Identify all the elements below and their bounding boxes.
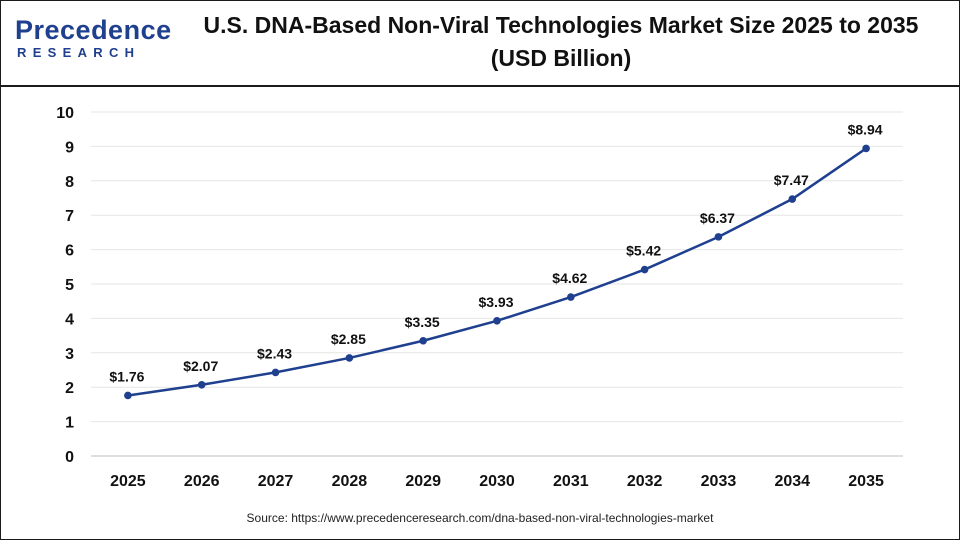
x-tick-label: 2033 (701, 473, 737, 490)
x-tick-label: 2032 (627, 473, 663, 490)
data-point (493, 317, 501, 325)
data-label: $2.43 (257, 345, 292, 361)
data-point (788, 195, 797, 203)
x-tick-label: 2028 (332, 473, 368, 490)
chart-title: U.S. DNA-Based Non-Viral Technologies Ma… (203, 12, 919, 71)
data-label: $5.42 (626, 243, 661, 259)
data-point (197, 380, 206, 389)
data-point (271, 368, 280, 377)
data-point (419, 336, 427, 345)
y-tick-label: 0 (65, 449, 74, 466)
x-tick-label: 2026 (184, 473, 220, 490)
y-tick-label: 9 (65, 139, 74, 156)
logo-subtitle: RESEARCH (17, 45, 141, 60)
source-note: Source: https://www.precedenceresearch.c… (246, 511, 714, 525)
x-tick-label: 2031 (553, 473, 589, 490)
logo-wordmark: Precedence (15, 15, 172, 45)
data-point (640, 265, 649, 274)
x-tick-label: 2030 (479, 473, 515, 490)
x-tick-label: 2029 (405, 473, 441, 490)
y-tick-label: 5 (65, 277, 74, 294)
data-label: $7.47 (774, 172, 809, 188)
precedence-research-logo: Precedence RESEARCH (15, 15, 171, 65)
header: Precedence RESEARCH U.S. DNA-Based Non-V… (1, 1, 959, 83)
data-point (345, 354, 354, 362)
y-tick-label: 10 (56, 105, 74, 122)
data-label: $3.93 (478, 294, 513, 310)
data-point (567, 293, 575, 301)
x-tick-label: 2034 (774, 473, 810, 490)
data-point (124, 391, 132, 400)
x-tick-label: 2027 (258, 473, 294, 490)
data-label: $8.94 (848, 121, 883, 137)
x-tick-label: 2025 (110, 473, 146, 490)
data-label: $1.76 (109, 368, 144, 384)
data-point (862, 144, 870, 153)
data-label: $2.07 (183, 358, 218, 374)
data-label: $6.37 (700, 210, 735, 226)
header-divider (1, 85, 959, 87)
series-line (127, 147, 867, 397)
y-tick-label: 6 (65, 243, 74, 260)
y-tick-label: 2 (65, 380, 74, 397)
y-tick-label: 1 (65, 415, 74, 432)
y-tick-label: 8 (65, 174, 74, 191)
y-tick-label: 7 (65, 208, 74, 225)
data-label: $3.35 (405, 314, 440, 330)
data-point (714, 233, 723, 241)
y-tick-label: 3 (65, 346, 74, 363)
data-label: $2.85 (331, 331, 366, 347)
y-tick-label: 4 (65, 311, 74, 328)
x-tick-label: 2035 (848, 473, 884, 490)
data-label: $4.62 (552, 270, 587, 286)
